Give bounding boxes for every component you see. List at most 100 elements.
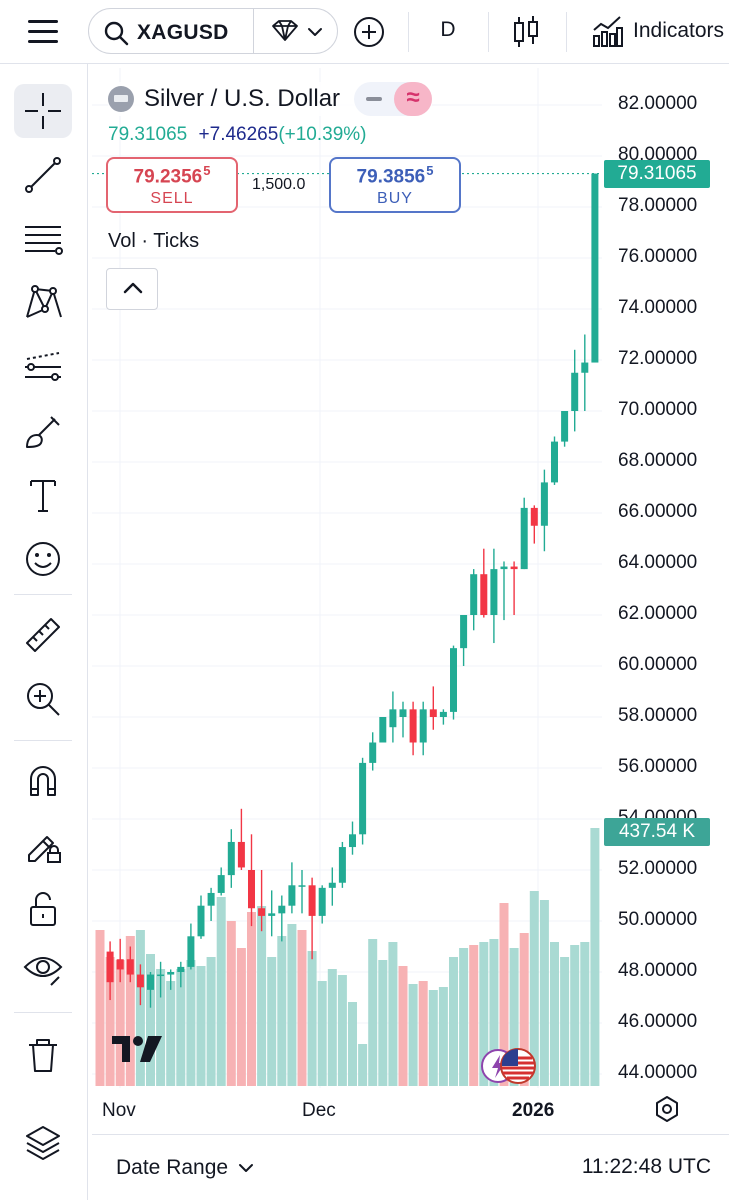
volume-bar — [226, 921, 236, 1086]
volume-bar — [358, 1044, 368, 1086]
delete-tool[interactable] — [14, 1028, 72, 1082]
time-label-2026: 2026 — [512, 1100, 555, 1121]
emoji-tool[interactable] — [14, 532, 72, 586]
candles-icon[interactable] — [510, 14, 542, 50]
volume-bar — [459, 948, 469, 1086]
volume-bar — [368, 939, 378, 1086]
price-tick-label: 76.00000 — [618, 246, 698, 268]
legend-toggle[interactable]: ≈ — [354, 82, 433, 116]
forecast-tool[interactable] — [14, 340, 72, 394]
volume-bar — [408, 984, 418, 1086]
price-tick-label: 58.00000 — [618, 705, 698, 727]
price-tick-label: 48.00000 — [618, 960, 698, 982]
sell-price-main: 79.2356 — [133, 166, 203, 188]
candle-body — [530, 507, 538, 526]
tradingview-logo-icon[interactable] — [110, 1034, 164, 1064]
fib-retracement-tool[interactable] — [14, 212, 72, 266]
price-tick-label: 66.00000 — [618, 501, 698, 523]
candle-body — [500, 566, 508, 570]
candle-body — [308, 885, 316, 916]
date-range-label: Date Range — [116, 1156, 229, 1179]
menu-icon-bar — [28, 20, 58, 23]
crosshair-tool[interactable] — [14, 84, 72, 138]
magnet-icon — [30, 766, 56, 796]
trend-line-tool[interactable] — [14, 148, 72, 202]
minus-icon — [366, 97, 383, 101]
pattern-icon — [26, 285, 62, 318]
indicators-button[interactable]: Indicators — [588, 14, 729, 50]
candle-body — [227, 841, 235, 876]
sell-label: SELL — [150, 190, 194, 208]
volume-bar — [348, 1002, 357, 1086]
candle-body — [177, 966, 185, 972]
last-value: 79.31065 — [108, 124, 188, 145]
us-flag-icon[interactable] — [480, 1046, 538, 1086]
brush-tool[interactable] — [14, 404, 72, 458]
candle-body — [278, 905, 286, 914]
magnet-tool[interactable] — [14, 754, 72, 808]
volume-bar — [469, 945, 479, 1086]
divider — [14, 1012, 72, 1013]
price-tick-label: 50.00000 — [618, 909, 698, 931]
menu-button[interactable] — [22, 14, 64, 50]
ruler-icon — [26, 618, 60, 652]
candle-body — [510, 566, 518, 570]
candlestick-chart[interactable] — [92, 68, 729, 1132]
volume-bar — [337, 975, 347, 1086]
buy-button[interactable]: 79.38565 BUY — [329, 157, 461, 213]
date-range-button[interactable]: Date Range — [116, 1153, 254, 1183]
trend-line-icon — [25, 157, 61, 193]
symbol-search[interactable]: XAGUSD — [88, 8, 338, 54]
volume-bar — [186, 960, 196, 1086]
grid — [92, 68, 602, 1088]
volume-bar — [196, 966, 206, 1086]
layers-icon — [26, 1126, 60, 1160]
sell-button[interactable]: 79.23565 SELL — [106, 157, 238, 213]
interval-button[interactable]: D — [440, 18, 456, 41]
price-tick-label: 62.00000 — [618, 603, 698, 625]
candle-body — [389, 709, 397, 728]
volume-bar — [135, 930, 145, 1086]
menu-icon-bar — [28, 30, 58, 33]
volume-bar — [580, 942, 590, 1086]
lock-drawings-tool[interactable] — [14, 818, 72, 872]
ruler-tool[interactable] — [14, 608, 72, 662]
chevron-up-icon — [123, 282, 143, 294]
price-tick-label: 44.00000 — [618, 1062, 698, 1084]
pattern-tool[interactable] — [14, 276, 72, 330]
candle-body — [268, 913, 276, 916]
zoom-in-icon — [27, 683, 60, 716]
volume-bar — [277, 936, 287, 1086]
price-tick-label: 64.00000 — [618, 552, 698, 574]
candle-body — [116, 959, 124, 970]
chart-panel[interactable]: 82.00000 80.00000 78.00000 76.00000 74.00000… — [92, 68, 729, 1132]
object-tree-tool[interactable] — [14, 1116, 72, 1170]
candle-body — [106, 951, 114, 983]
zoom-in-tool[interactable] — [14, 672, 72, 726]
price-tick-label: 78.00000 — [618, 195, 698, 217]
candle-body — [379, 717, 387, 743]
candle-body — [298, 885, 306, 887]
volume-bar — [166, 981, 176, 1086]
volume-bar — [560, 957, 570, 1086]
gear-icon[interactable] — [652, 1094, 682, 1124]
buy-label: BUY — [377, 190, 413, 208]
utc-clock[interactable]: 11:22:48 UTC — [581, 1155, 711, 1178]
candle-body — [338, 847, 346, 883]
collapse-legend-button[interactable] — [106, 268, 158, 310]
buy-price: 79.38565 — [331, 163, 459, 188]
volume-badge: 437.54 K — [604, 818, 710, 846]
add-symbol-icon[interactable] — [352, 15, 386, 49]
unlock-tool[interactable] — [14, 882, 72, 936]
brush-icon — [26, 416, 60, 448]
candle-body — [490, 569, 498, 615]
candle-body — [248, 870, 255, 909]
volume-bar — [449, 957, 458, 1086]
visibility-tool[interactable] — [14, 942, 72, 996]
volume-legend[interactable]: Vol · Ticks — [108, 230, 200, 252]
buy-price-main: 79.3856 — [356, 166, 426, 188]
diamond-dropdown-icon[interactable] — [265, 18, 331, 46]
legend-title[interactable]: Silver / U.S. Dollar ≈ — [108, 82, 433, 116]
text-tool[interactable] — [14, 468, 72, 522]
emoji-icon — [26, 542, 60, 576]
